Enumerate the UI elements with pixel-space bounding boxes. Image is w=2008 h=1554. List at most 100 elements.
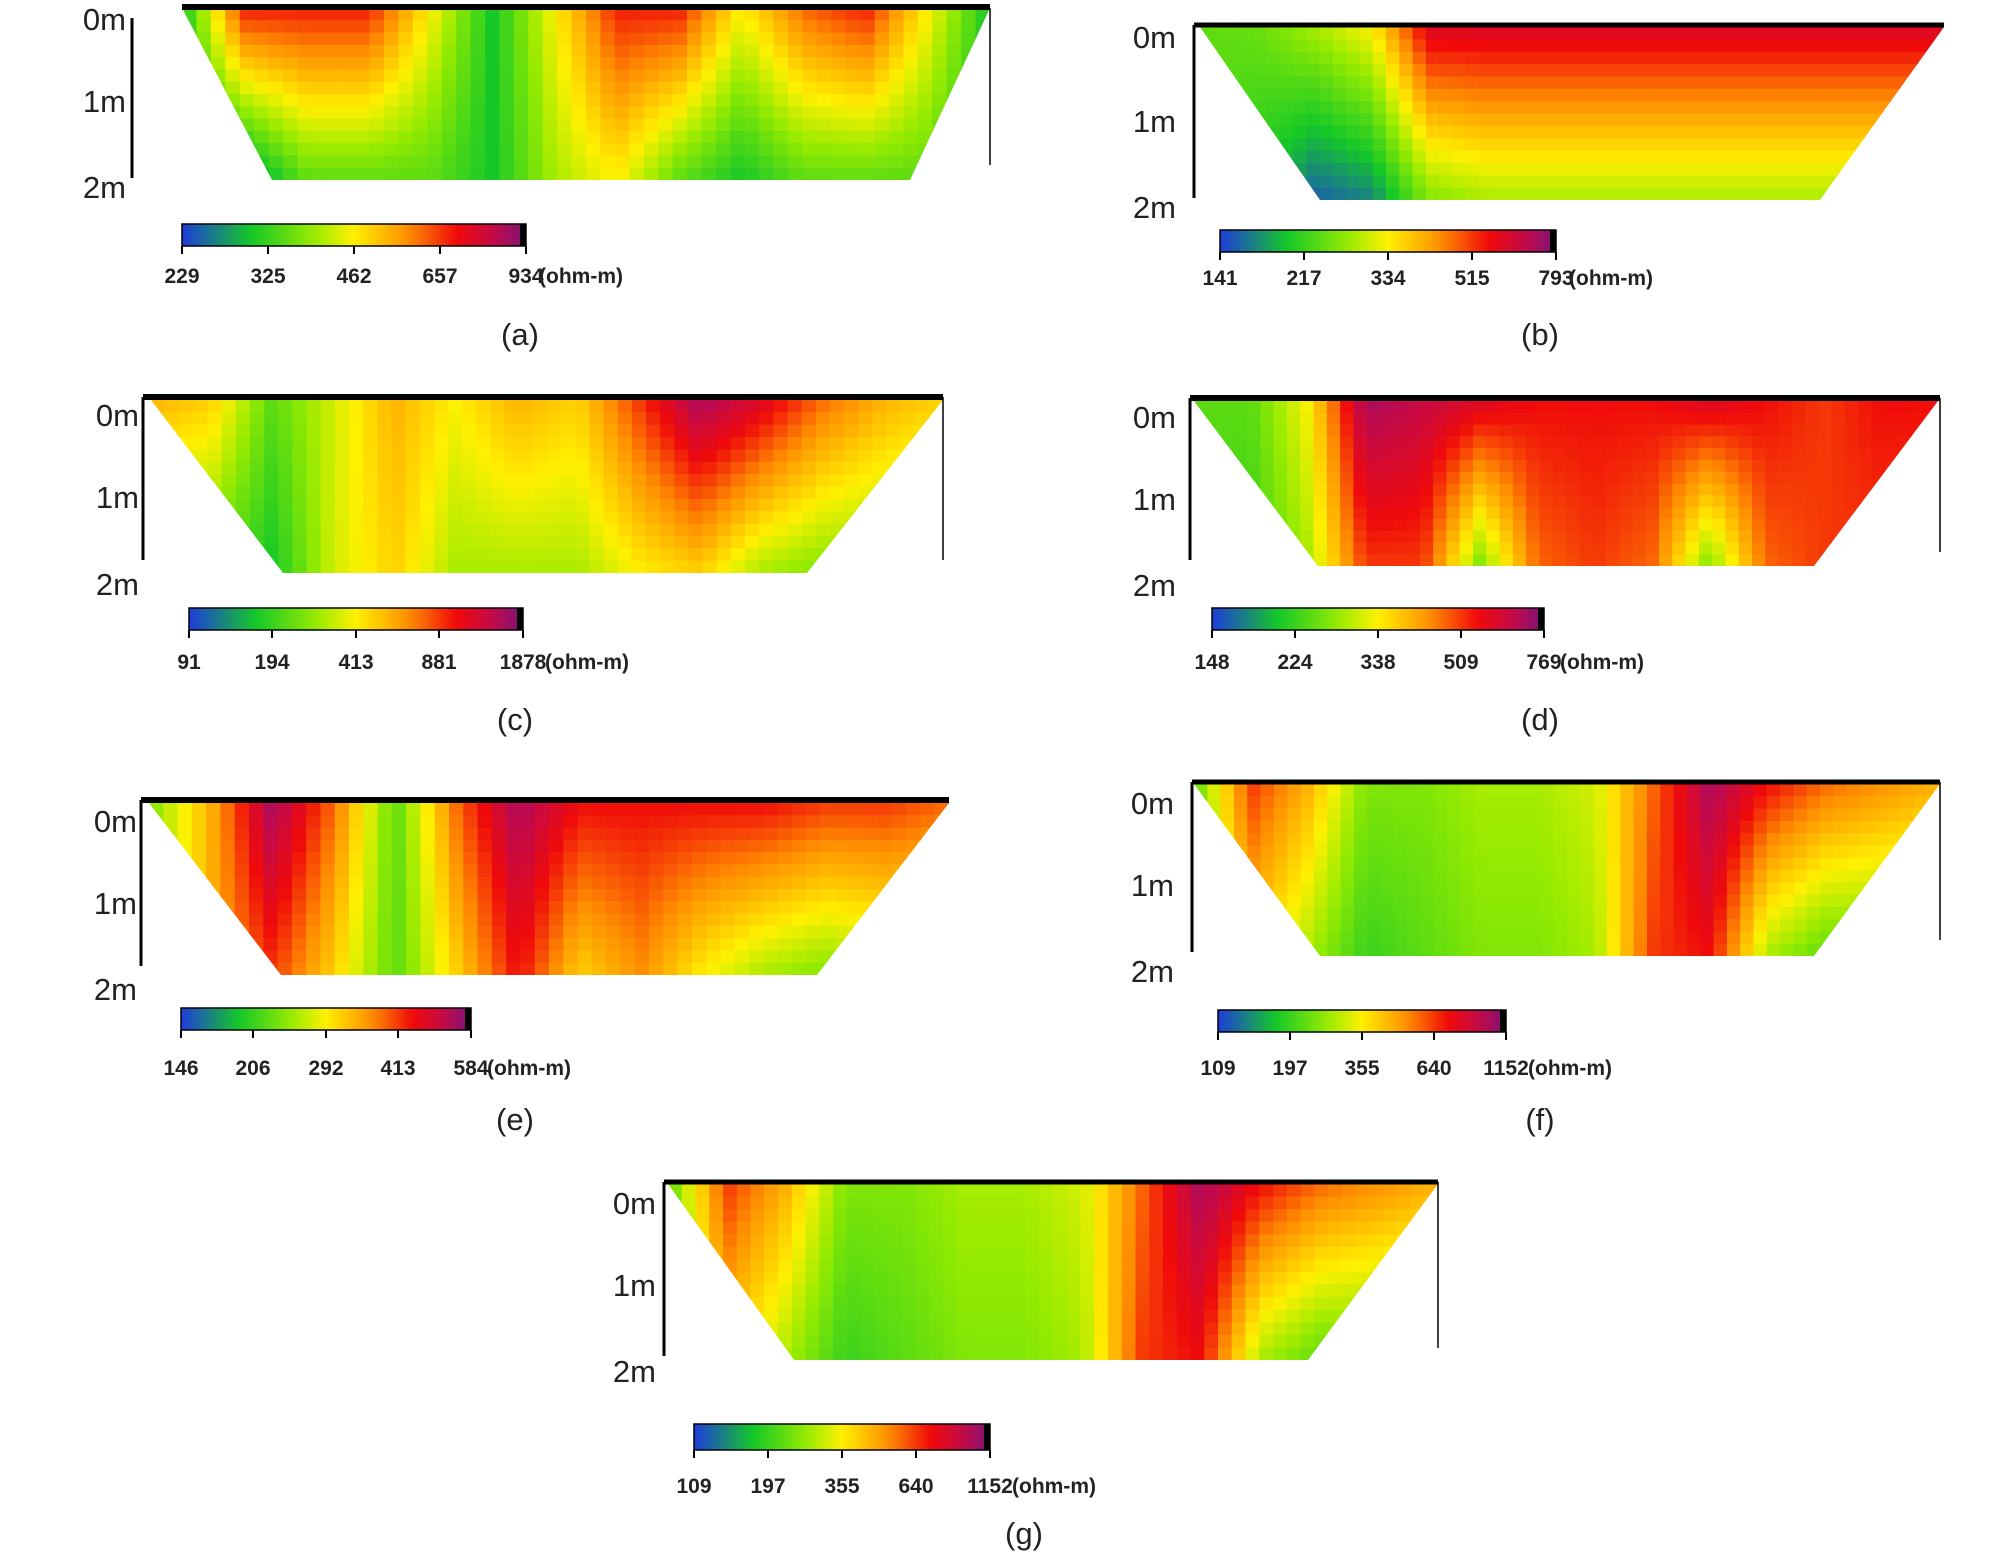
panel-b-resistivity-cell	[1837, 64, 1852, 78]
panel-a-resistivity-cell	[831, 130, 847, 144]
panel-f-resistivity-cell	[1793, 845, 1808, 859]
panel-c-resistivity-cell	[716, 412, 732, 426]
panel-a-resistivity-cell	[701, 81, 717, 95]
panel-e-resistivity-cell	[191, 889, 207, 902]
panel-a-resistivity-cell	[182, 167, 198, 180]
panel-d-resistivity-cell	[1725, 542, 1740, 555]
panel-e-resistivity-cell	[649, 852, 664, 866]
panel-f-resistivity-cell	[1340, 931, 1355, 945]
panel-c-resistivity-cell	[462, 548, 477, 562]
panel-a-resistivity-cell	[715, 94, 731, 107]
panel-a-resistivity-cell	[629, 8, 645, 21]
panel-b-resistivity-cell	[1638, 39, 1653, 53]
panel-f-resistivity-cell	[1846, 833, 1861, 847]
panel-b-resistivity-cell	[1319, 76, 1334, 90]
panel-d-resistivity-cell	[1791, 530, 1806, 544]
panel-e-resistivity-cell	[891, 876, 907, 890]
panel-d-resistivity-cell	[1884, 424, 1899, 437]
panel-e-resistivity-cell	[249, 864, 264, 878]
panel-a-resistivity-cell	[571, 118, 587, 132]
panel-c-resistivity-cell	[518, 461, 534, 475]
panel-c-resistivity-cell	[702, 461, 718, 475]
panel-f-resistivity-cell	[1300, 931, 1315, 945]
panel-c-resistivity-cell	[462, 474, 477, 488]
panel-a-resistivity-cell	[513, 118, 529, 132]
panel-e-resistivity-cell	[820, 839, 836, 853]
panel-e-resistivity-cell	[620, 925, 636, 939]
panel-d-resistivity-cell	[1818, 483, 1833, 496]
panel-b-resistivity-cell	[1877, 76, 1892, 90]
panel-e-resistivity-cell	[891, 852, 907, 866]
panel-b-resistivity-cell	[1851, 162, 1865, 176]
panel-b-resistivity-cell	[1611, 187, 1626, 200]
panel-e-resistivity-cell	[391, 839, 407, 853]
panel-c-resistivity-cell	[250, 511, 265, 525]
panel-c-resistivity-cell	[631, 424, 647, 438]
panel-d-resistivity-cell	[1207, 554, 1222, 566]
panel-d-resistivity-cell	[1473, 401, 1487, 414]
panel-c-resistivity-cell	[872, 548, 888, 562]
panel-e-resistivity-cell	[577, 876, 593, 890]
panel-a-resistivity-cell	[961, 57, 977, 71]
panel-d-resistivity-cell	[1273, 412, 1288, 426]
panel-a-resistivity-cell	[802, 81, 818, 95]
panel-e-resistivity-cell	[549, 925, 564, 939]
panel-e-resistivity-cell	[906, 938, 922, 952]
panel-a-resistivity-cell	[730, 81, 746, 95]
panel-d-resistivity-cell	[1512, 459, 1527, 473]
panel-g-resistivity-cell	[1424, 1184, 1438, 1198]
panel-b-resistivity-cell	[1758, 101, 1772, 115]
panel-g-resistivity-cell	[956, 1196, 972, 1210]
panel-a-resistivity-cell	[283, 94, 299, 107]
panel-d-resistivity-cell	[1433, 507, 1448, 520]
panel-a-resistivity-cell	[355, 106, 371, 120]
panel-c-resistivity-cell	[702, 560, 718, 573]
panel-d-resistivity-cell	[1845, 471, 1859, 485]
panel-a-resistivity-cell	[542, 20, 558, 34]
panel-c-resistivity-cell	[518, 523, 534, 537]
panel-e-resistivity-cell	[491, 938, 507, 952]
panel-e-resistivity-cell	[820, 962, 836, 975]
panel-b-resistivity-cell	[1558, 187, 1573, 200]
panel-c-resistivity-cell	[886, 400, 902, 413]
panel-a-resistivity-cell	[802, 118, 818, 132]
panel-f-resistivity-cell	[1433, 882, 1448, 896]
panel-a-resistivity-cell	[441, 69, 457, 83]
panel-f-resistivity-cell	[1287, 808, 1302, 822]
panel-f-resistivity-cell	[1766, 808, 1781, 822]
panel-d-resistivity-cell	[1645, 483, 1660, 496]
panel-f-resistivity-cell	[1686, 808, 1701, 822]
panel-f-resistivity-cell	[1580, 943, 1595, 956]
panel-e-resistivity-cell	[277, 864, 293, 878]
panel-c-resistivity-cell	[815, 474, 831, 488]
panel-e-resistivity-cell	[420, 876, 436, 890]
panel-c-resistivity-cell	[264, 523, 279, 537]
panel-b-resistivity-cell	[1797, 138, 1812, 152]
panel-d-svg: 0m 1m 2m 148 224 338 509 769 (ohm-m) (d)	[1133, 395, 1941, 737]
panel-f-resistivity-cell	[1833, 845, 1848, 859]
panel-e-resistivity-cell	[377, 852, 393, 866]
panel-b-resistivity-cell	[1864, 64, 1879, 78]
panel-c-resistivity-cell	[165, 486, 180, 500]
panel-f-resistivity-cell	[1473, 784, 1488, 797]
panel-b-resistivity-cell	[1784, 64, 1799, 78]
panel-b-resistivity-cell	[1625, 39, 1640, 53]
panel-b-resistivity-cell	[1452, 113, 1467, 127]
panel-b-resistivity-cell	[1771, 88, 1786, 102]
panel-a-colorbar	[181, 223, 527, 247]
panel-f-resistivity-cell	[1686, 870, 1701, 883]
panel-b-resistivity-cell	[1439, 51, 1454, 65]
panel-b-resistivity-cell	[1319, 175, 1334, 189]
panel-d-resistivity-cell	[1752, 495, 1766, 508]
panel-f-resistivity-cell	[1473, 943, 1488, 956]
panel-b-resistivity-cell	[1346, 175, 1361, 189]
panel-d-resistivity-cell	[1831, 401, 1846, 414]
panel-f-resistivity-cell	[1753, 906, 1768, 920]
panel-a-resistivity-cell	[874, 106, 890, 120]
panel-f-resistivity-cell	[1300, 845, 1315, 859]
panel-c-resistivity-cell	[363, 498, 378, 512]
panel-b-resistivity-cell	[1505, 76, 1520, 90]
panel-f-resistivity-cell	[1313, 833, 1328, 847]
panel-a-resistivity-cell	[283, 69, 299, 83]
panel-f-resistivity-cell	[1407, 919, 1422, 933]
